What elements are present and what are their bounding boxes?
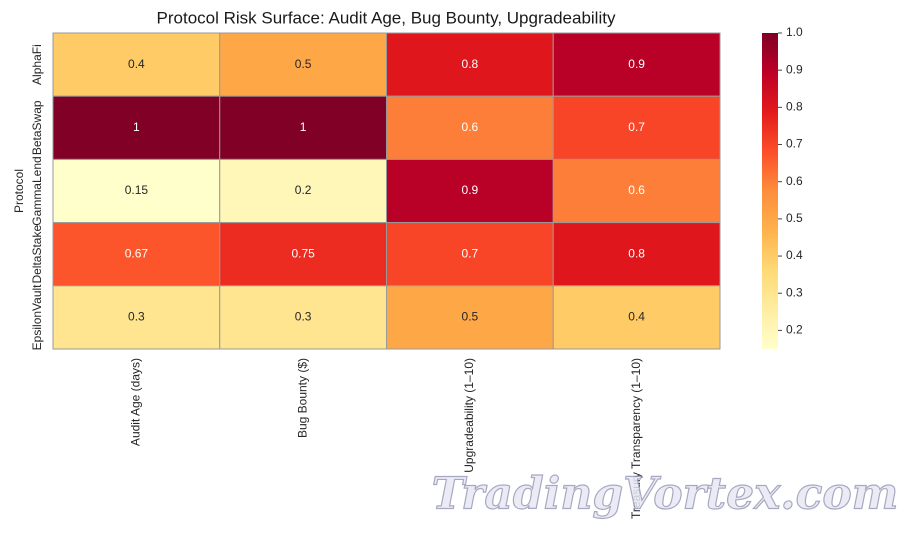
y-axis-label: Protocol <box>12 169 26 213</box>
x-tick-label: Treasury Transparency (1–10) <box>629 358 643 519</box>
heatmap-cell <box>52 32 221 97</box>
heatmap-cell <box>386 285 554 350</box>
heatmap-cell <box>52 222 221 287</box>
cell-label: 0.8 <box>628 246 645 260</box>
heatmap-cell <box>386 222 554 287</box>
heatmap-cell <box>552 95 721 160</box>
cell-label: 0.4 <box>128 57 145 71</box>
cell-label: 0.3 <box>295 310 312 324</box>
y-tick-label: AlphaFi <box>30 44 44 85</box>
x-tick-label: Upgradeability (1–10) <box>462 358 476 473</box>
heatmap-cell <box>52 95 221 160</box>
cell-label: 0.9 <box>628 57 645 71</box>
cell-label: 1 <box>300 120 307 134</box>
colorbar-tick-label: 0.3 <box>786 285 803 299</box>
heatmap-cell <box>386 32 554 97</box>
cell-label: 0.67 <box>125 246 149 260</box>
cell-label: 0.6 <box>462 120 479 134</box>
heatmap-cell <box>219 32 387 97</box>
cell-label: 0.15 <box>125 183 149 197</box>
heatmap-cell <box>219 158 387 224</box>
y-tick-label: EpsilonVault <box>30 284 44 350</box>
colorbar-tick-label: 0.4 <box>786 248 803 262</box>
cell-label: 0.8 <box>462 57 479 71</box>
x-tick-label: Bug Bounty ($) <box>295 358 309 438</box>
cell-label: 0.3 <box>128 310 145 324</box>
cell-label: 1 <box>133 120 140 134</box>
colorbar-tick-label: 0.5 <box>786 211 803 225</box>
heatmap-cell <box>552 285 721 350</box>
y-tick-label: DeltaStake <box>30 225 44 284</box>
cell-label: 0.75 <box>291 246 315 260</box>
colorbar-tick-label: 0.2 <box>786 323 803 337</box>
heatmap-cell <box>52 285 221 350</box>
heatmap-cell <box>552 158 721 224</box>
watermark: TradingVortex.com <box>432 469 899 520</box>
cell-label: 0.6 <box>628 183 645 197</box>
heatmap-cell <box>219 285 387 350</box>
heatmap-cell <box>552 222 721 287</box>
colorbar-tick-label: 0.7 <box>786 137 803 151</box>
heatmap-cell <box>552 32 721 97</box>
colorbar-tick-label: 0.6 <box>786 174 803 188</box>
cell-label: 0.4 <box>628 310 645 324</box>
cell-label: 0.7 <box>462 246 479 260</box>
cell-label: 0.5 <box>462 310 479 324</box>
y-tick-label: BetaSwap <box>30 100 44 155</box>
chart-title: Protocol Risk Surface: Audit Age, Bug Bo… <box>157 8 616 27</box>
colorbar-tick-label: 1.0 <box>786 25 803 39</box>
cell-label: 0.7 <box>628 120 645 134</box>
y-tick-label: GammaLend <box>30 156 44 225</box>
cell-label: 0.5 <box>295 57 312 71</box>
cell-label: 0.2 <box>295 183 312 197</box>
colorbar-tick-label: 0.8 <box>786 100 803 114</box>
heatmap-cell <box>219 222 387 287</box>
cell-label: 0.9 <box>462 183 479 197</box>
heatmap-cell <box>219 95 387 160</box>
colorbar-tick-label: 0.9 <box>786 62 803 76</box>
x-tick-label: Audit Age (days) <box>129 358 143 446</box>
colorbar <box>762 33 778 349</box>
